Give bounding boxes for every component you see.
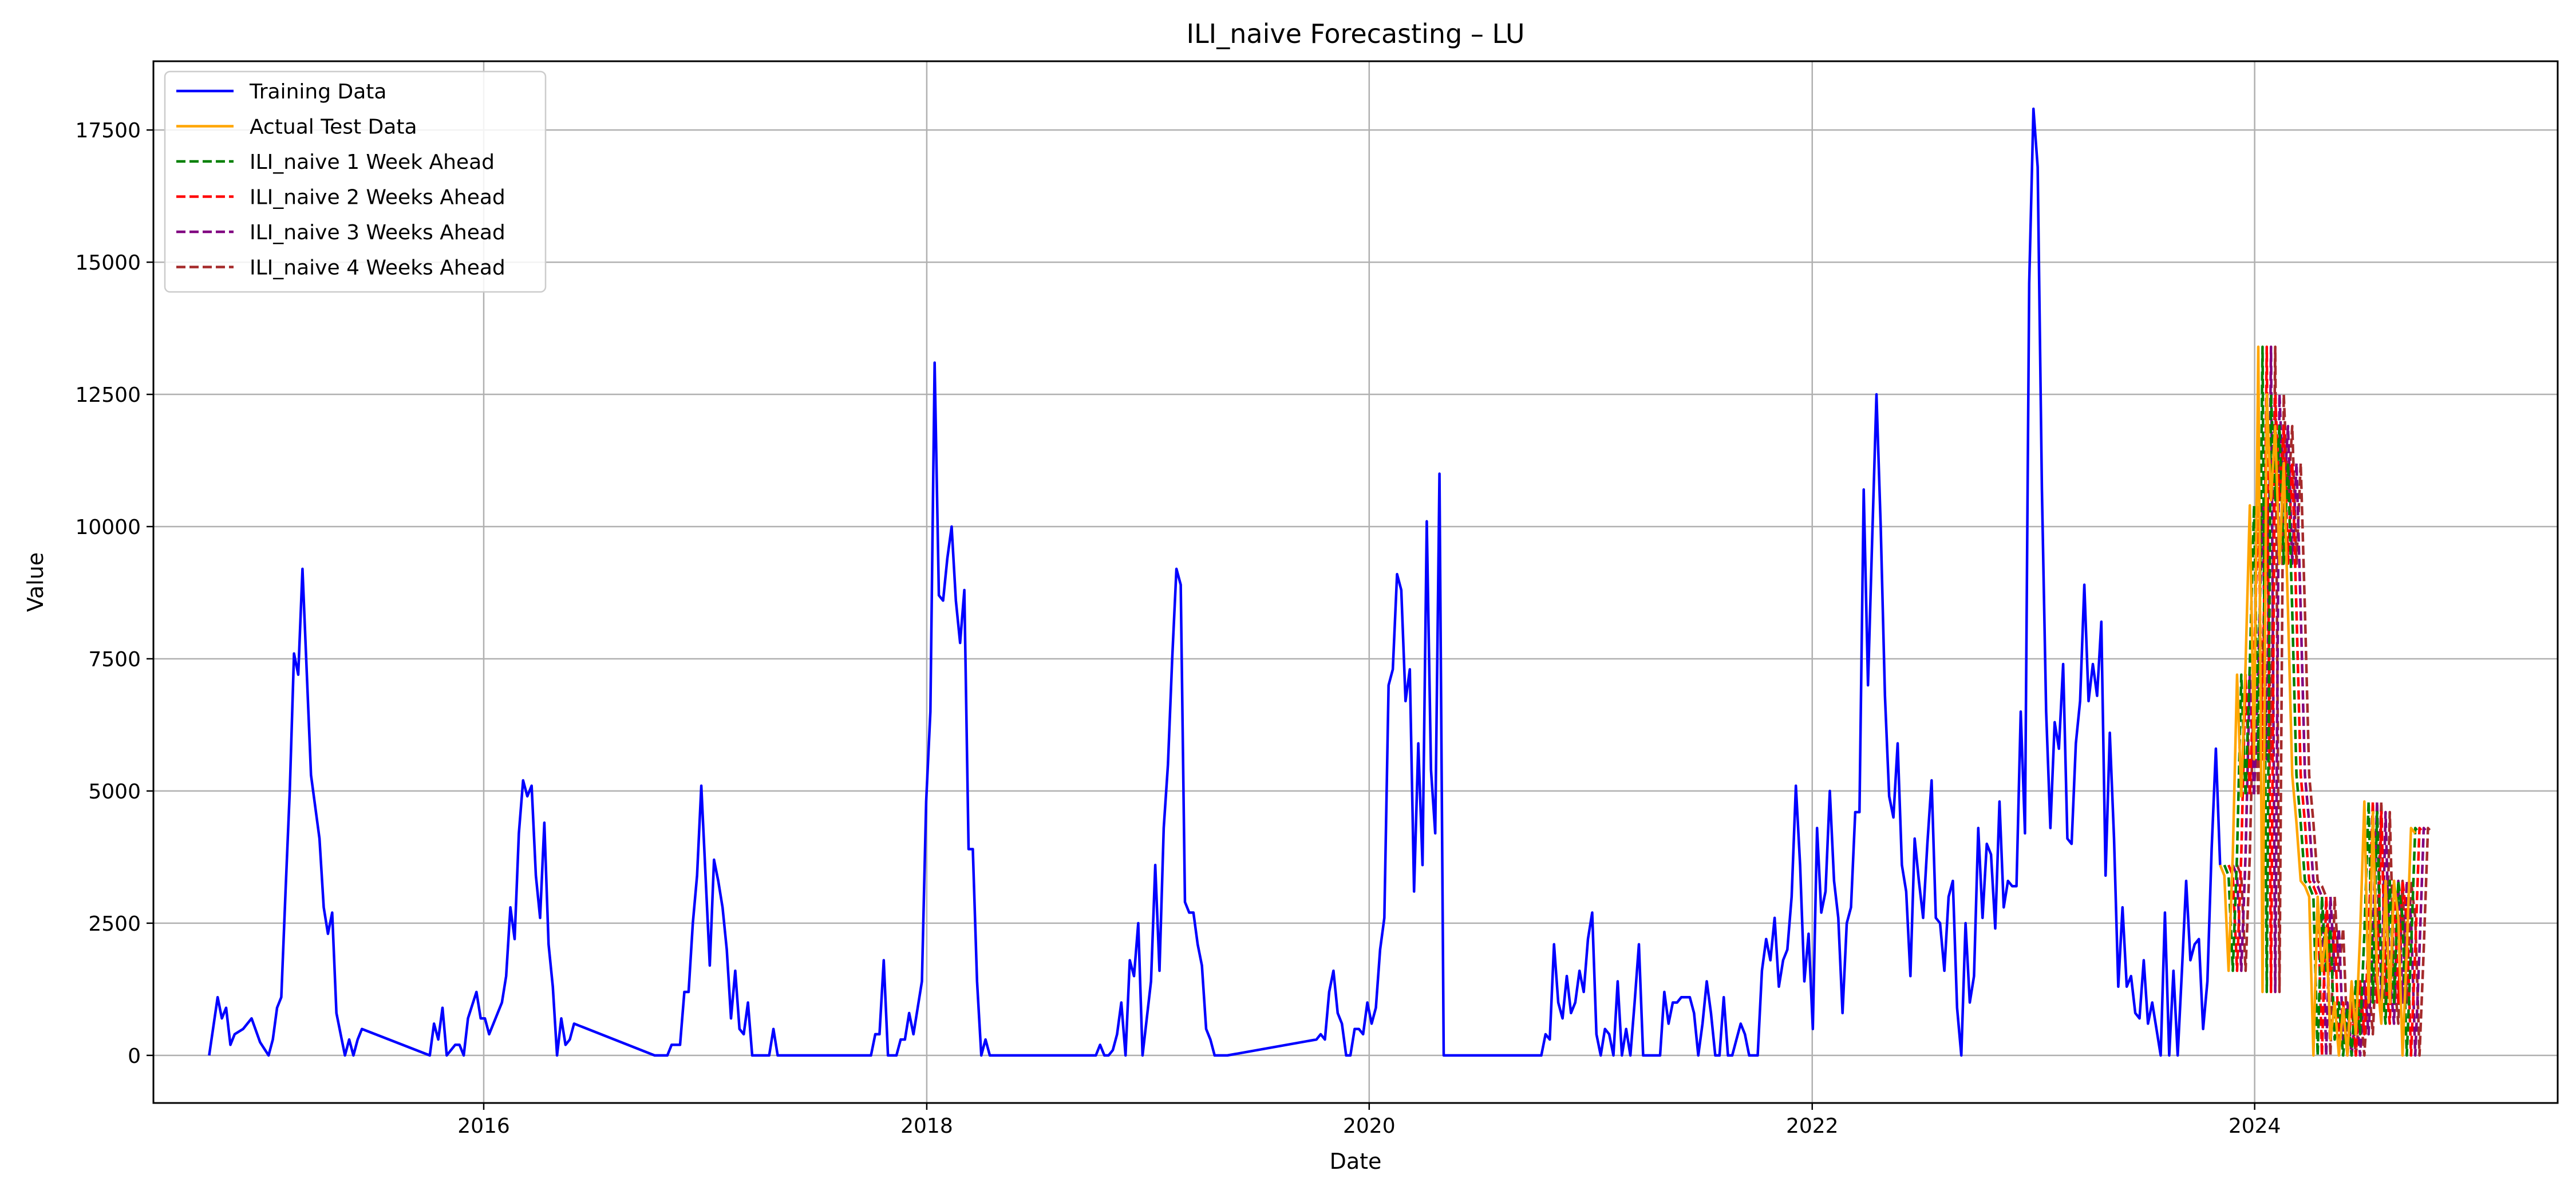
series-line	[2223, 345, 2421, 1057]
y-tick-label: 2500	[88, 912, 141, 936]
x-axis-label: Date	[1330, 1149, 1382, 1174]
x-tick-label: 2016	[457, 1114, 510, 1138]
legend-label: ILI_naive 1 Week Ahead	[250, 151, 495, 174]
legend-label: ILI_naive 3 Weeks Ahead	[250, 221, 505, 244]
y-tick-label: 7500	[88, 648, 141, 671]
x-tick-label: 2020	[1343, 1114, 1396, 1138]
x-tick-label: 2024	[2229, 1114, 2281, 1138]
chart-title: ILI_naive Forecasting – LU	[1186, 18, 1524, 49]
series-line	[2219, 345, 2416, 1057]
y-axis-label: Value	[23, 552, 48, 612]
y-tick-label: 10000	[75, 516, 141, 539]
legend-label: ILI_naive 2 Weeks Ahead	[250, 186, 505, 209]
grid-lines	[153, 61, 2558, 1103]
x-tick-label: 2018	[900, 1114, 953, 1138]
series-lines	[208, 107, 2433, 1057]
plot-frame	[152, 60, 2559, 1104]
y-tick-label: 15000	[75, 251, 141, 275]
y-axis-ticks: 0 2500 5000 7500 10000 12500 15000 17500	[75, 119, 153, 1068]
x-axis-ticks: 2016 2018 2020 2022 2024	[457, 1103, 2281, 1138]
series-line	[208, 107, 2222, 1057]
legend-label: Training Data	[249, 80, 386, 104]
y-tick-label: 0	[128, 1045, 141, 1068]
legend-label: ILI_naive 4 Weeks Ahead	[250, 256, 505, 280]
y-tick-label: 5000	[88, 780, 141, 804]
legend-box	[164, 70, 547, 293]
legend: Training Data Actual Test Data ILI_naive 1…	[164, 70, 547, 293]
y-tick-label: 17500	[75, 119, 141, 143]
y-tick-label: 12500	[75, 383, 141, 407]
legend-label: Actual Test Data	[250, 116, 417, 139]
x-tick-label: 2022	[1786, 1114, 1839, 1138]
